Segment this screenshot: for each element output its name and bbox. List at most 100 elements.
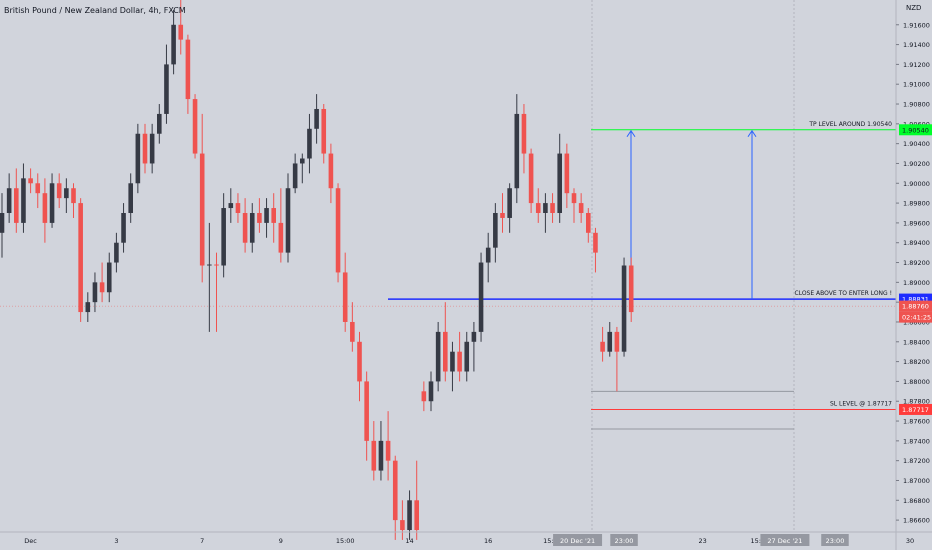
price-tick-label: 1.88200 xyxy=(903,358,930,366)
tp-level-label: TP LEVEL AROUND 1.90540 xyxy=(808,121,892,128)
candle-body xyxy=(557,153,562,213)
candle-body xyxy=(443,331,448,372)
candle-body xyxy=(257,212,262,223)
time-tick-label: 15:00 xyxy=(543,537,562,545)
sl-level-label: SL LEVEL @ 1.87717 xyxy=(830,400,892,407)
price-tick-label: 1.88400 xyxy=(903,338,930,346)
price-tick-label: 1.87000 xyxy=(903,477,930,485)
candle-body xyxy=(321,108,327,154)
price-tick-label: 1.91200 xyxy=(903,61,930,69)
candle-body xyxy=(628,265,634,313)
candle-body xyxy=(271,208,276,223)
candle-body xyxy=(614,331,620,352)
candle-body xyxy=(357,341,362,382)
candle-body xyxy=(528,153,534,204)
candle-body xyxy=(114,242,119,263)
target-arrow-head xyxy=(747,129,757,138)
candle-body xyxy=(428,381,434,402)
candle-body xyxy=(392,460,398,521)
candle-body xyxy=(407,500,412,531)
candle-body xyxy=(435,331,441,382)
price-tick-label: 1.88000 xyxy=(903,378,930,386)
countdown-badge-text: 02:41:25 xyxy=(902,314,931,322)
candle-body xyxy=(400,520,405,531)
candle-body xyxy=(521,113,527,154)
candle-body xyxy=(328,153,334,189)
candle-body xyxy=(207,264,212,266)
candle-body xyxy=(92,282,98,303)
time-highlight-badge xyxy=(610,534,638,546)
candle-body xyxy=(21,178,26,223)
entry-price-badge xyxy=(899,293,932,305)
candle-body xyxy=(543,203,548,213)
entry-price-badge-text: 1.88831 xyxy=(902,296,929,304)
candle-body xyxy=(178,24,184,40)
time-highlight-label: 27 Dec '21 xyxy=(767,537,802,545)
candle-body xyxy=(535,203,541,213)
time-tick-label: 15:00 xyxy=(751,537,770,545)
candle-body xyxy=(471,331,477,342)
tp-price-badge-text: 1.90540 xyxy=(902,126,929,134)
price-tick-label: 1.87800 xyxy=(903,398,930,406)
candle-body xyxy=(450,351,455,372)
price-tick-label: 1.89800 xyxy=(903,200,930,208)
candle-body xyxy=(342,272,348,322)
candle-body xyxy=(228,203,234,209)
candle-body xyxy=(414,500,419,531)
price-tick-label: 1.89600 xyxy=(903,219,930,227)
time-tick-label: 15:00 xyxy=(336,537,355,545)
price-tick-label: 1.87600 xyxy=(903,418,930,426)
candle-body xyxy=(49,183,55,223)
candle-body xyxy=(564,153,570,194)
candle-body xyxy=(0,212,5,233)
candle-body xyxy=(478,262,484,332)
candle-body xyxy=(28,178,33,184)
candle-body xyxy=(221,208,226,266)
candle-body xyxy=(307,128,312,159)
price-tick-label: 1.87200 xyxy=(903,457,930,465)
candle-body xyxy=(85,302,91,313)
last-price-badge xyxy=(899,300,932,312)
candle-body xyxy=(14,188,19,223)
price-tick-label: 1.89000 xyxy=(903,279,930,287)
price-tick-label: 1.86600 xyxy=(903,517,930,525)
time-highlight-badge xyxy=(760,534,810,546)
candle-body xyxy=(99,282,105,293)
candle-body xyxy=(192,99,198,154)
price-tick-label: 1.89200 xyxy=(903,259,930,267)
time-highlight-badge xyxy=(821,534,849,546)
candle-body xyxy=(500,212,505,218)
price-tick-label: 1.90200 xyxy=(903,160,930,168)
candle-body xyxy=(600,341,605,352)
candle-body xyxy=(78,203,83,313)
time-tick-label: 30 xyxy=(906,537,914,545)
time-tick-label: 7 xyxy=(200,537,204,545)
time-highlight-badge xyxy=(553,534,603,546)
candle-body xyxy=(464,341,470,372)
price-tick-label: 1.90400 xyxy=(903,140,930,148)
time-highlight-label: 23:00 xyxy=(615,537,634,545)
time-tick-label: Dec xyxy=(24,537,37,545)
candle-body xyxy=(514,113,520,189)
entry-level-label: CLOSE ABOVE TO ENTER LONG ! xyxy=(795,290,893,297)
candle-body xyxy=(42,193,48,223)
time-tick-label: 23 xyxy=(699,537,707,545)
candle-body xyxy=(385,440,391,461)
candle-body xyxy=(135,133,141,184)
candle-body xyxy=(586,212,591,233)
candle-body xyxy=(621,265,627,352)
candle-body xyxy=(242,212,248,243)
candle-body xyxy=(371,440,377,471)
target-arrow-head xyxy=(626,129,636,138)
price-tick-label: 1.91000 xyxy=(903,81,930,89)
candle-body xyxy=(235,203,241,213)
symbol-title: British Pound / New Zealand Dollar, 4h, … xyxy=(4,6,186,15)
time-tick-label: 3 xyxy=(114,537,118,545)
candle-body xyxy=(71,188,76,204)
candle-body xyxy=(171,24,176,65)
candle-body xyxy=(214,264,219,266)
candle-body xyxy=(493,212,498,248)
candle-body xyxy=(485,247,491,263)
